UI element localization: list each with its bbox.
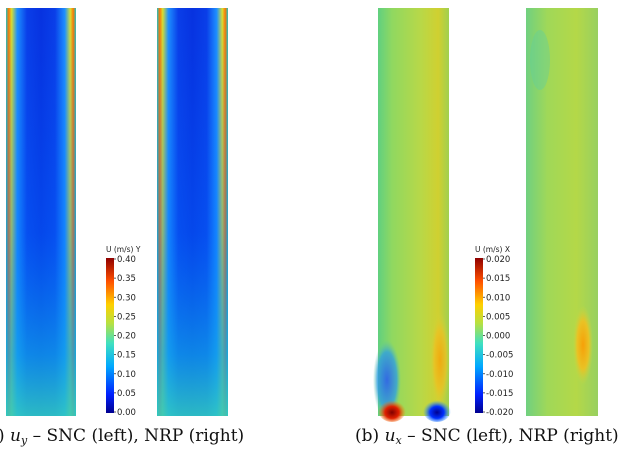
panel-b-field-nrp	[526, 8, 598, 416]
panel-a-colorbar-tick-label: 0.25	[117, 312, 136, 322]
panel-a-colorbar-tick-label: 0.20	[117, 332, 136, 342]
panel-a-colorbar-title: U (m/s) Y	[106, 245, 141, 254]
panel-b-caption-prefix: (b)	[355, 426, 385, 446]
panel-a-colorbar: U (m/s) Y 0.400.350.300.250.200.150.100.…	[106, 245, 141, 418]
panel-a-caption-sub: y	[21, 434, 28, 447]
panel-b-colorbar-title: U (m/s) X	[475, 245, 510, 254]
panel-a-field-nrp	[157, 8, 228, 416]
panel-a-colorbar-scale	[106, 258, 114, 413]
panel-a-colorbar-tick-label: 0.00	[117, 408, 136, 418]
panel-b-colorbar-tick-label: 0.020	[486, 255, 510, 265]
panel-b-caption-sub: x	[395, 434, 402, 447]
panel-b-colorbar-tick-label: -0.020	[486, 408, 513, 418]
panel-b-colorbar-tick-label: 0.010	[486, 293, 510, 303]
panel-b-caption-rest: – SNC (left), NRP (right)	[401, 426, 619, 446]
panel-b-colorbar-tick-label: 0.005	[486, 312, 510, 322]
panel-b-colorbar-tick-label: 0.000	[486, 332, 510, 342]
panel-a-caption-prefix: )	[0, 426, 10, 446]
panel-a-colorbar-tick-label: 0.05	[117, 389, 136, 399]
panel-a-caption-var: u	[10, 426, 21, 446]
panel-b-field-snc	[373, 8, 451, 422]
panel-a-colorbar-tick-label: 0.30	[117, 293, 136, 303]
panel-b-colorbar-scale	[475, 258, 483, 413]
panel-b-colorbar: U (m/s) X 0.020 0.015 0.010 0.005 0.000 -0.00…	[475, 245, 513, 418]
panel-a-caption-rest: – SNC (left), NRP (right)	[27, 426, 245, 446]
panel-a-colorbar-tick-label: 0.10	[117, 370, 136, 380]
panel-b-colorbar-tick-label: -0.010	[486, 370, 513, 380]
panel-a-colorbar-ticks: 0.40 0.35 0.30 0.25 0.20 0.15 0.10 0.05 0.00	[114, 255, 136, 418]
panel-b-colorbar-tick-label: 0.015	[486, 274, 510, 284]
panel-a-field-snc	[6, 8, 76, 416]
panel-b-colorbar-tick-label: -0.005	[486, 351, 513, 361]
panel-a-colorbar-tick-label: 0.15	[117, 351, 136, 361]
panel-a-colorbar-tick-label: 0.40	[117, 255, 136, 265]
panel-b-caption-var: u	[384, 426, 396, 446]
panel-a-caption: ) uy – SNC (left), NRP (right)	[0, 425, 244, 447]
panel-b-caption: (b) ux – SNC (left), NRP (right)	[355, 425, 619, 447]
panel-a-colorbar-tick-label: 0.35	[117, 274, 136, 284]
panel-b-colorbar-ticks: 0.020 0.015 0.010 0.005 0.000 -0.005 -0.010 -0.…	[483, 255, 513, 418]
panel-b-colorbar-tick-label: -0.015	[486, 389, 513, 399]
